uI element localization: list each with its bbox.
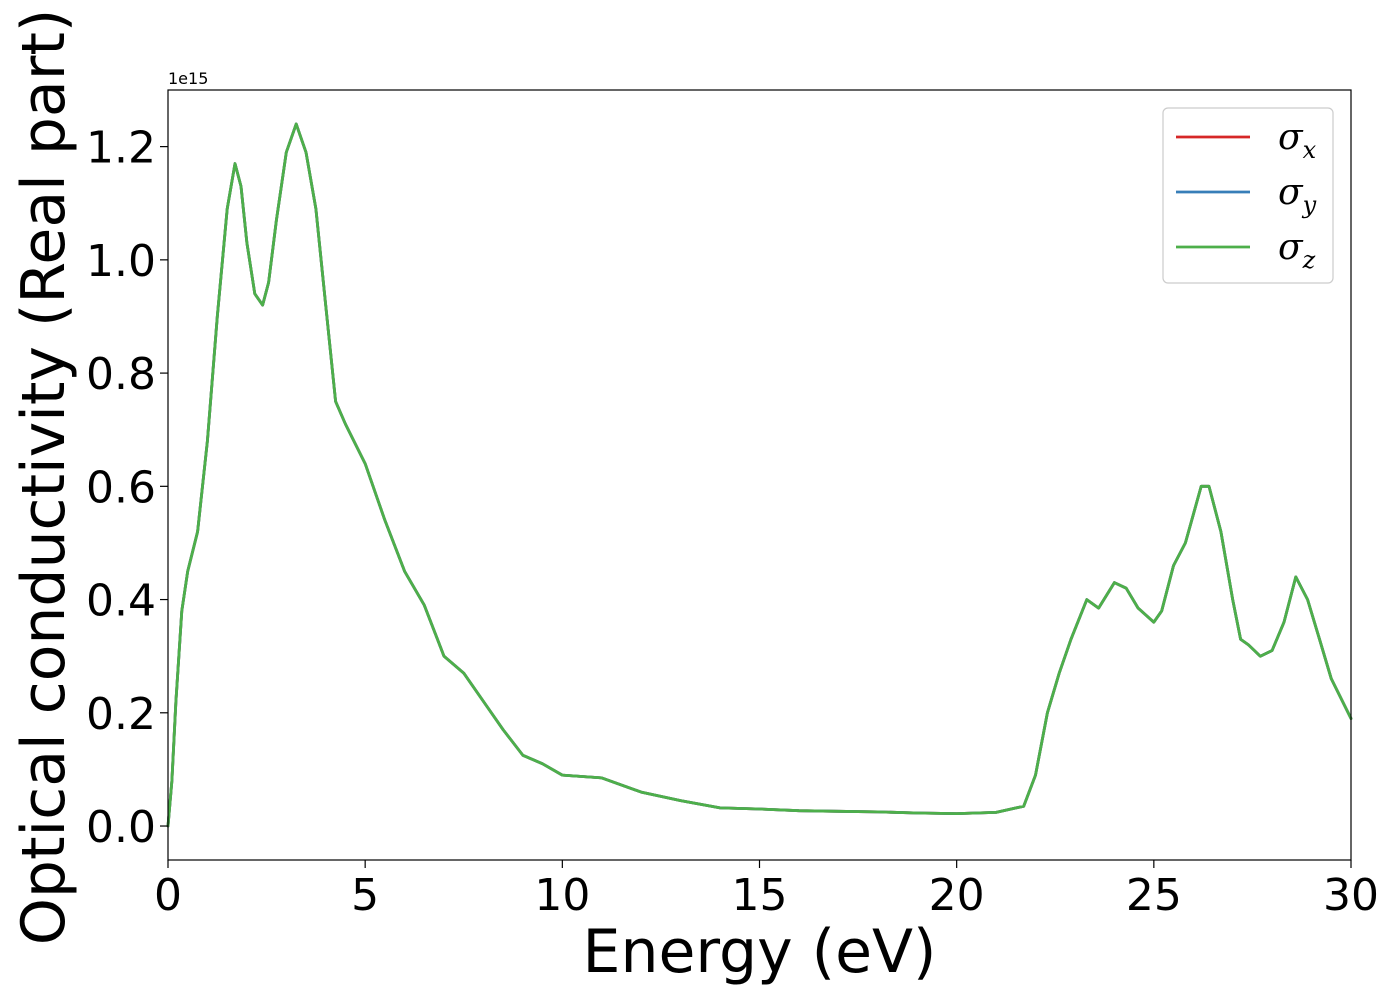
x-tick-label: 20 [929,870,985,921]
y-axis: 0.0 0.2 0.4 0.6 0.8 1.0 1.2 [86,123,168,853]
legend-label-y: σy [1278,172,1317,219]
y-tick-label: 0.8 [86,349,156,400]
y-axis-title: Optical conductivity (Real part) [9,9,79,946]
x-tick-label: 5 [351,870,379,921]
x-axis: 0 5 10 15 20 25 30 [154,860,1379,921]
y-tick-label: 0.4 [86,576,156,627]
x-tick-label: 15 [732,870,788,921]
x-tick-label: 0 [154,870,182,921]
legend-box [1162,107,1334,284]
y-tick-label: 1.0 [86,236,156,287]
x-tick-label: 30 [1323,870,1379,921]
y-tick-label: 0.0 [86,802,156,853]
x-tick-label: 25 [1126,870,1182,921]
x-tick-label: 10 [534,870,590,921]
legend-label-x: σx [1278,117,1317,164]
legend-label-z: σz [1278,227,1316,274]
y-tick-label: 0.6 [86,462,156,513]
y-offset-text: 1e15 [168,69,208,88]
y-tick-label: 1.2 [86,123,156,174]
x-axis-title: Energy (eV) [583,917,937,987]
series-line-z [166,122,1353,828]
series-layer [166,122,1353,828]
legend: σx σy σz [1162,107,1334,284]
y-tick-label: 0.2 [86,689,156,740]
